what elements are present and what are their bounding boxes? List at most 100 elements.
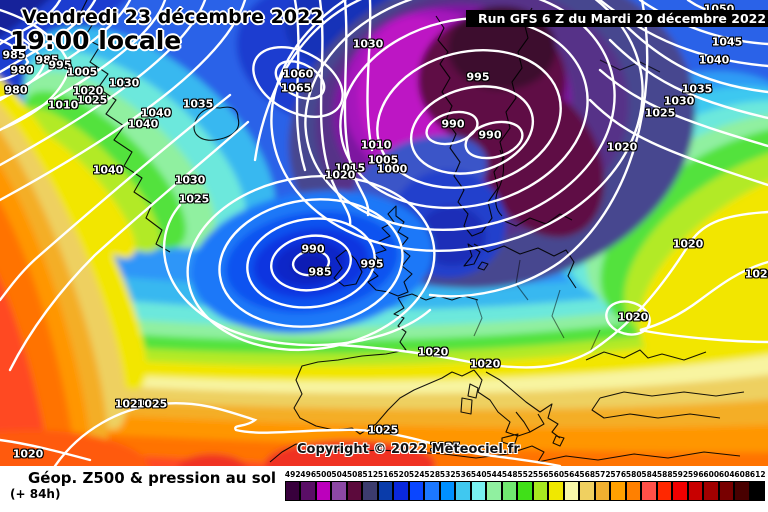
- legend-cell: 516: [377, 468, 394, 501]
- pressure-label: 990: [478, 128, 502, 142]
- pressure-label: 1010: [47, 98, 79, 112]
- pressure-label: 1020: [744, 267, 768, 281]
- pressure-label: 1025: [178, 192, 210, 206]
- legend-cell: 492: [284, 468, 301, 501]
- pressure-label: 1020: [72, 84, 104, 98]
- legend-cell: 512: [362, 468, 378, 501]
- caption-bar: Géop. Z500 & pression au sol (+ 84h) 492…: [0, 466, 768, 512]
- legend-swatch: [408, 481, 424, 501]
- pressure-label: 1025: [136, 397, 168, 411]
- pressure-label: 1030: [663, 94, 695, 108]
- pressure-label: 995: [48, 58, 72, 72]
- legend-swatch: [749, 481, 765, 501]
- legend-cell: 548: [501, 468, 518, 501]
- legend-swatch: [300, 481, 316, 501]
- map-title: Géop. Z500 & pression au sol: [28, 469, 277, 487]
- pressure-label: 1025: [367, 423, 399, 437]
- pressure-label: 980: [10, 63, 34, 77]
- legend-swatch: [439, 481, 455, 501]
- legend-swatch: [501, 481, 517, 501]
- legend-cell: 508: [346, 468, 363, 501]
- legend-tick-label: 492: [284, 470, 301, 479]
- pressure-label: 1040: [92, 163, 124, 177]
- legend-swatch: [377, 481, 393, 501]
- pressure-label: 1040: [698, 53, 730, 67]
- legend-cell: 544: [486, 468, 503, 501]
- legend-swatch: [284, 481, 300, 501]
- legend-tick-label: 556: [532, 470, 549, 479]
- pressure-label: 1030: [174, 173, 206, 187]
- legend-tick-label: 564: [563, 470, 580, 479]
- legend-tick-label: 528: [424, 470, 441, 479]
- legend-swatch: [362, 481, 378, 501]
- legend-swatch: [625, 481, 641, 501]
- legend-swatch: [734, 481, 750, 501]
- legend-tick-label: 520: [393, 470, 410, 479]
- legend-cell: 608: [734, 468, 751, 501]
- legend-cell: 576: [610, 468, 626, 501]
- legend-tick-label: 544: [486, 470, 503, 479]
- pressure-label: 1020: [417, 345, 449, 359]
- pressure-label: 990: [301, 242, 325, 256]
- legend-tick-label: 580: [625, 470, 642, 479]
- legend-tick-label: 600: [703, 470, 720, 479]
- legend-cell: 524: [408, 468, 425, 501]
- legend-swatch: [331, 481, 347, 501]
- legend-swatch: [517, 481, 533, 501]
- pressure-label: 985: [35, 53, 59, 67]
- pressure-label: 1040: [140, 106, 172, 120]
- legend-cell: 588: [656, 468, 673, 501]
- pressure-label: 1020: [672, 237, 704, 251]
- legend-swatch: [346, 481, 362, 501]
- pressure-label: 1020: [469, 357, 501, 371]
- pressure-label: 1020: [617, 310, 649, 324]
- pressure-label: 1020: [12, 447, 44, 461]
- legend-swatch: [703, 481, 719, 501]
- legend-tick-label: 552: [517, 470, 534, 479]
- legend-swatch: [594, 481, 610, 501]
- legend-cell: 572: [594, 468, 611, 501]
- legend-swatch: [486, 481, 502, 501]
- copyright-text: Copyright © 2022 Meteociel.fr: [297, 442, 520, 457]
- legend-tick-label: 612: [749, 470, 766, 479]
- legend-cell: 584: [641, 468, 657, 501]
- legend-cell: 612: [749, 468, 766, 501]
- isobar-layer: [0, 0, 768, 466]
- pressure-label: 1020: [324, 168, 356, 182]
- pressure-label: 1010: [360, 138, 392, 152]
- legend-tick-label: 524: [408, 470, 425, 479]
- model-run-info-box: Run GFS 6 Z du Mardi 20 décembre 2022: [466, 10, 768, 27]
- pressure-label: 1045: [711, 35, 743, 49]
- pressure-label: 1015: [334, 161, 366, 175]
- legend-swatch: [393, 481, 409, 501]
- legend-tick-label: 536: [455, 470, 472, 479]
- pressure-label: 1025: [429, 440, 461, 454]
- pressure-label: 1060: [282, 67, 314, 81]
- legend-cell: 556: [532, 468, 549, 501]
- legend-swatch: [610, 481, 626, 501]
- legend-cell: 564: [563, 468, 580, 501]
- legend-tick-label: 560: [548, 470, 565, 479]
- legend-swatch: [579, 481, 595, 501]
- pressure-label: 1000: [376, 162, 408, 176]
- legend-swatch: [687, 481, 703, 501]
- pressure-label: 1035: [182, 97, 214, 111]
- legend-tick-label: 568: [579, 470, 596, 479]
- legend-tick-label: 588: [656, 470, 673, 479]
- legend-swatch: [718, 481, 734, 501]
- legend-tick-label: 548: [501, 470, 518, 479]
- pressure-label: 985: [308, 265, 332, 279]
- pressure-label: 1030: [352, 37, 384, 51]
- geopotential-field-layer: [0, 0, 768, 466]
- forecast-time-text: 19:00 locale: [10, 26, 182, 55]
- legend-tick-label: 508: [346, 470, 363, 479]
- legend-swatch: [470, 481, 486, 501]
- legend-tick-label: 592: [672, 470, 689, 479]
- legend-swatch: [532, 481, 548, 501]
- legend-cell: 528: [424, 468, 441, 501]
- legend-tick-label: 608: [734, 470, 751, 479]
- legend-tick-label: 504: [331, 470, 348, 479]
- legend-cell: 496: [300, 468, 316, 501]
- legend-swatch: [548, 481, 564, 501]
